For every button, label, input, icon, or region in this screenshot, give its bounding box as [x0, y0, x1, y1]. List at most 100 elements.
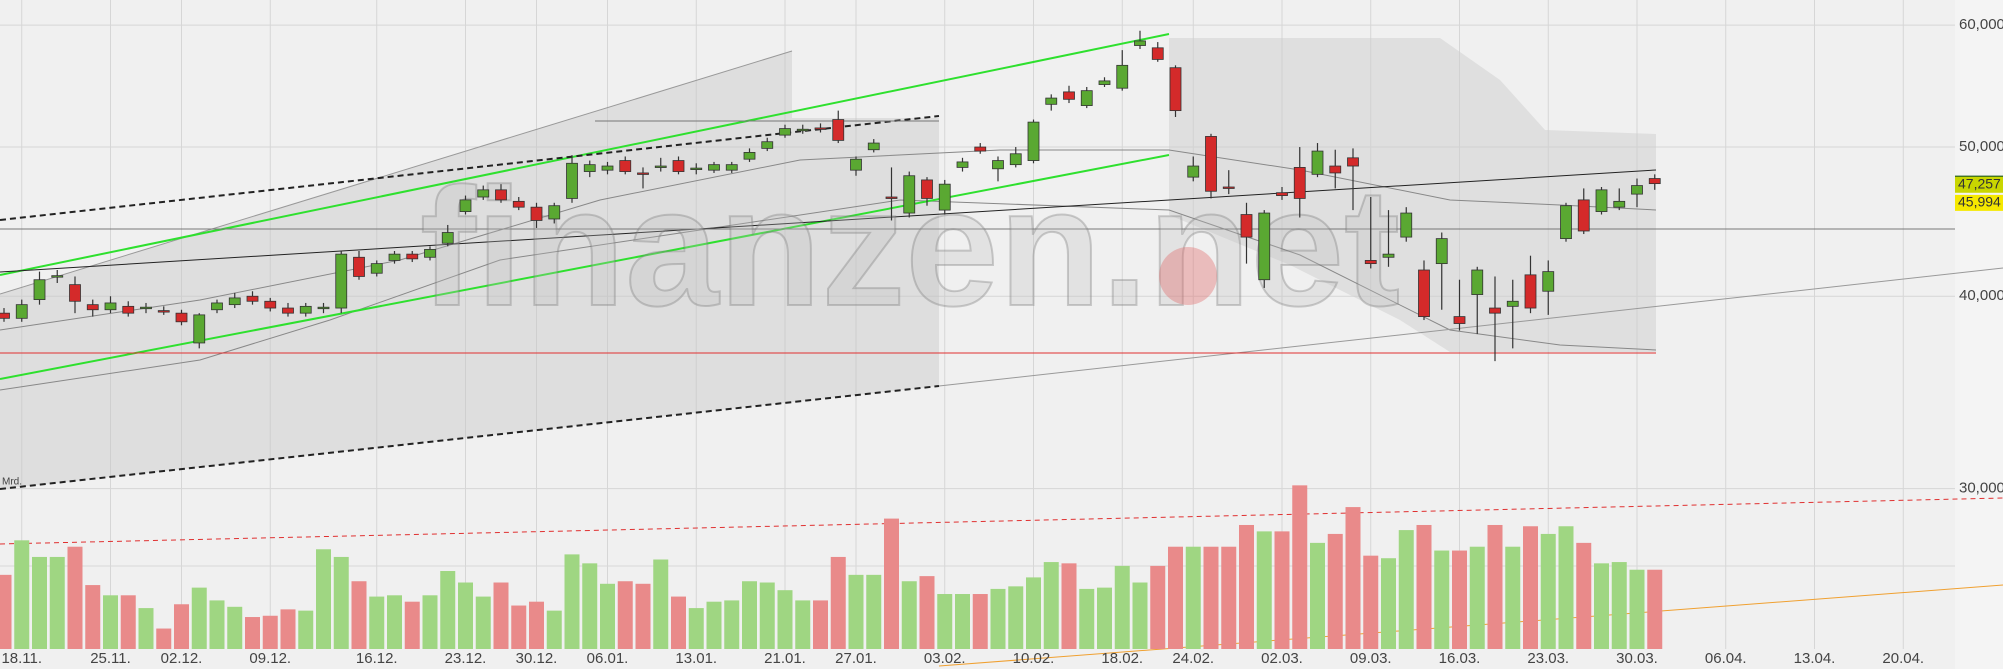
volume-bar	[830, 556, 846, 649]
axis-area	[1955, 0, 2003, 669]
candle-body	[1311, 150, 1324, 175]
volume-bar	[1345, 507, 1361, 649]
x-tick-label: 06.01.	[587, 650, 629, 667]
x-tick-label: 10.02.	[1013, 650, 1055, 667]
candle-body	[530, 206, 543, 221]
band-area	[1169, 38, 1656, 352]
candle-body	[654, 165, 667, 168]
band-line	[0, 199, 1657, 391]
candle-body	[1631, 185, 1643, 195]
candle-body	[690, 167, 703, 171]
candle-body	[282, 307, 294, 314]
candle-body	[353, 256, 365, 277]
volume-bar	[901, 581, 917, 649]
volume-bar	[919, 576, 935, 649]
volume-bar	[600, 583, 615, 649]
candle-body	[477, 189, 490, 198]
volume-bar	[49, 556, 65, 649]
volume-bar	[706, 601, 722, 649]
candle-body	[1648, 178, 1661, 185]
trend-line	[0, 115, 940, 221]
candle-body	[299, 305, 312, 314]
volume-bar	[227, 606, 243, 649]
x-tick-label: 27.01.	[835, 650, 877, 667]
volume-bar	[795, 600, 811, 649]
volume-bar	[85, 585, 101, 649]
candle-body	[406, 253, 419, 260]
x-tick-label: 09.12.	[249, 650, 291, 667]
candle-body	[175, 312, 188, 323]
candle-body	[974, 146, 987, 152]
x-tick-label: 25.11.	[90, 650, 131, 667]
volume-bar	[1434, 550, 1450, 649]
volume-bar	[493, 582, 509, 649]
volume-bar	[759, 582, 775, 649]
candle-body	[33, 279, 46, 300]
candle-body	[246, 295, 259, 302]
candle-body	[1258, 212, 1271, 281]
volume-bar	[1221, 546, 1237, 649]
y-tick-label: 40,000	[1959, 287, 2003, 304]
volume-bar	[1008, 586, 1024, 649]
volume-bar	[440, 571, 456, 649]
candle-body	[388, 253, 401, 261]
candle-body	[1489, 307, 1501, 314]
watermark-dot	[1159, 247, 1217, 305]
x-tick-label: 02.03.	[1261, 650, 1303, 667]
volume-bar	[1097, 587, 1112, 649]
candle-body	[601, 165, 614, 171]
candle-body	[1205, 136, 1217, 192]
x-tick-label: 09.03.	[1350, 650, 1392, 667]
candle-body	[512, 200, 525, 208]
volume-bar	[617, 581, 633, 649]
candle-body	[725, 164, 738, 171]
x-tick-label: 18.11.	[1, 650, 42, 667]
candle-body	[15, 304, 28, 319]
volume-bar	[1292, 485, 1308, 649]
volume-bar	[1594, 563, 1609, 649]
candle-body	[992, 160, 1004, 170]
candle-body	[1364, 260, 1377, 265]
volume-bar	[1523, 526, 1538, 649]
candle-body	[921, 179, 933, 199]
candle-body	[104, 302, 117, 311]
x-tick-label: 23.12.	[445, 650, 487, 667]
candle-body	[1063, 91, 1075, 100]
candle-body	[1560, 205, 1572, 240]
y-tick-label: 30,000	[1959, 480, 2003, 497]
candles	[0, 30, 1661, 362]
volume-trend-line	[0, 497, 2003, 545]
volume-bar	[1647, 569, 1663, 649]
candle-body	[1080, 90, 1093, 106]
price-tag	[1955, 176, 2003, 193]
volume-bar	[245, 617, 260, 649]
volume-bar	[209, 600, 225, 649]
x-tick-label: 30.03.	[1616, 650, 1658, 667]
candle-body	[495, 189, 507, 201]
x-tick-label: 21.01.	[764, 650, 806, 667]
x-tick-label: 02.12.	[161, 650, 203, 667]
candle-body	[1276, 192, 1288, 196]
x-tick-label: 16.03.	[1439, 650, 1481, 667]
volume-bar	[1416, 524, 1432, 649]
volume-bar	[688, 608, 704, 649]
candle-body	[1116, 64, 1129, 89]
volume-bar	[1540, 533, 1556, 649]
candle-body	[1347, 157, 1359, 167]
volume-bar	[67, 546, 83, 649]
x-tick-label: 24.02.	[1172, 650, 1214, 667]
trend-line	[938, 267, 2003, 387]
candle-body	[1045, 97, 1058, 105]
volume-bar	[1505, 546, 1521, 649]
candle-body	[814, 127, 827, 130]
candle-body	[1134, 40, 1146, 46]
volume-bar	[1114, 565, 1130, 649]
candle-body	[619, 160, 632, 172]
volume-bar	[0, 574, 12, 649]
candle-body	[211, 302, 223, 311]
volume-bar	[475, 596, 491, 649]
volume-bar	[1611, 562, 1627, 649]
volume-bar	[1185, 546, 1201, 649]
volume-bar	[1079, 588, 1095, 649]
price-tag-label: 47,257	[1958, 175, 2001, 191]
